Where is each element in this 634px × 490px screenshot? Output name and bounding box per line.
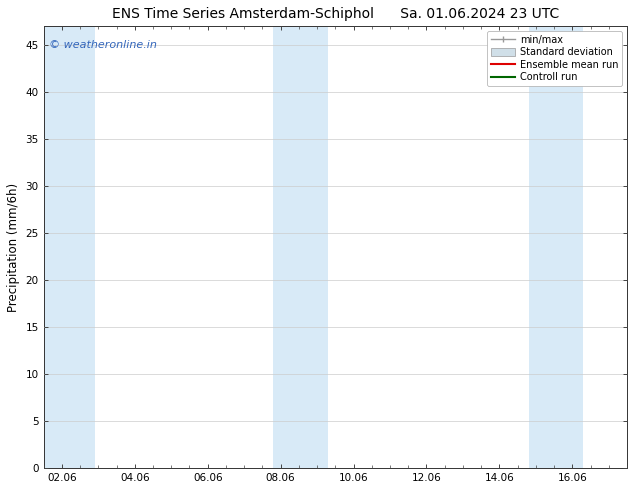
Text: © weatheronline.in: © weatheronline.in: [49, 40, 157, 49]
Bar: [44, 26, 94, 468]
Bar: [44, 26, 94, 468]
Legend: min/max, Standard deviation, Ensemble mean run, Controll run: min/max, Standard deviation, Ensemble me…: [487, 31, 622, 86]
Bar: [273, 26, 328, 468]
Bar: [529, 26, 583, 468]
Title: ENS Time Series Amsterdam-Schiphol      Sa. 01.06.2024 23 UTC: ENS Time Series Amsterdam-Schiphol Sa. 0…: [112, 7, 559, 21]
Bar: [273, 26, 328, 468]
Y-axis label: Precipitation (mm/6h): Precipitation (mm/6h): [7, 183, 20, 312]
Bar: [529, 26, 583, 468]
